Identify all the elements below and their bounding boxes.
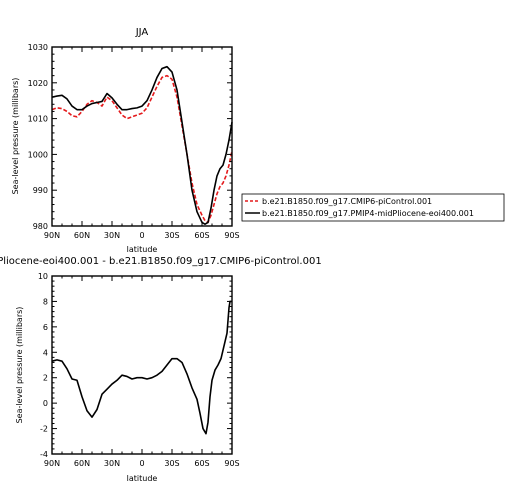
y-tick-label: 4 [43,348,48,357]
top-y-axis-label: Sea-level pressure (millibars) [11,78,20,195]
x-tick-label: 90N [44,231,60,240]
y-tick-label: 6 [43,323,48,332]
x-tick-label: 30N [104,231,120,240]
bottom-chart-title: P4-midPliocene-eoi400.001 - b.e21.B1850.… [0,256,322,267]
y-tick-label: 10 [38,272,48,281]
x-tick-label: 90S [224,459,239,468]
y-tick-label: 1000 [28,150,48,159]
top-chart-title: JJA [135,27,149,38]
x-tick-label: 60N [74,459,90,468]
top-x-axis-label: latitude [127,245,158,254]
y-tick-label: 8 [43,297,48,306]
y-tick-label: 1030 [28,43,48,52]
x-tick-label: 60N [74,231,90,240]
series-line-0-0 [51,74,233,224]
bottom-x-ticks: 90N 60N 30N 0 30S 60S 90S [44,276,240,468]
panel-bottom: P4-midPliocene-eoi400.001 - b.e21.B1850.… [0,256,322,483]
x-tick-label: 90S [224,231,239,240]
x-tick-label: 30S [164,459,179,468]
x-tick-label: 30N [104,459,120,468]
top-plot-lines [51,65,233,226]
bottom-x-axis-label: latitude [127,474,158,483]
y-tick-label: 0 [43,399,48,408]
x-tick-label: 90N [44,459,60,468]
y-tick-label: 1010 [28,115,48,124]
y-tick-label: -4 [40,450,48,459]
panel-top: JJA 980 990 1000 1010 1020 1030 90N 60N 30N 0 30S… [11,27,505,254]
y-tick-label: 1020 [28,79,48,88]
y-tick-label: -2 [40,425,48,434]
x-tick-label: 60S [194,231,209,240]
top-plot-frame [51,46,233,227]
legend-label-picontrol: b.e21.B1850.f09_g17.CMIP6-piControl.001 [262,197,432,206]
y-tick-label: 980 [33,222,48,231]
top-x-ticks: 90N 60N 30N 0 30S 60S 90S [44,47,240,240]
y-tick-label: 2 [43,374,48,383]
x-tick-label: 0 [139,231,144,240]
bottom-y-axis-label: Sea-level pressure (millibars) [15,307,24,424]
series-line-0-1 [51,65,233,226]
bottom-plot-lines [51,300,232,435]
x-tick-label: 30S [164,231,179,240]
x-tick-label: 60S [194,459,209,468]
legend-label-midpliocene: b.e21.B1850.f09_g17.PMIP4-midPliocene-eo… [262,209,474,218]
legend-box [241,193,505,222]
top-legend: b.e21.B1850.f09_g17.CMIP6-piControl.001 … [241,193,505,222]
top-y-ticks: 980 990 1000 1010 1020 1030 [28,43,232,231]
bottom-plot-frame [51,275,233,455]
y-tick-label: 990 [33,186,48,195]
series-line-1-0 [51,300,232,435]
bottom-y-ticks: -4 -2 0 2 4 6 8 10 [38,272,232,459]
x-tick-label: 0 [139,459,144,468]
